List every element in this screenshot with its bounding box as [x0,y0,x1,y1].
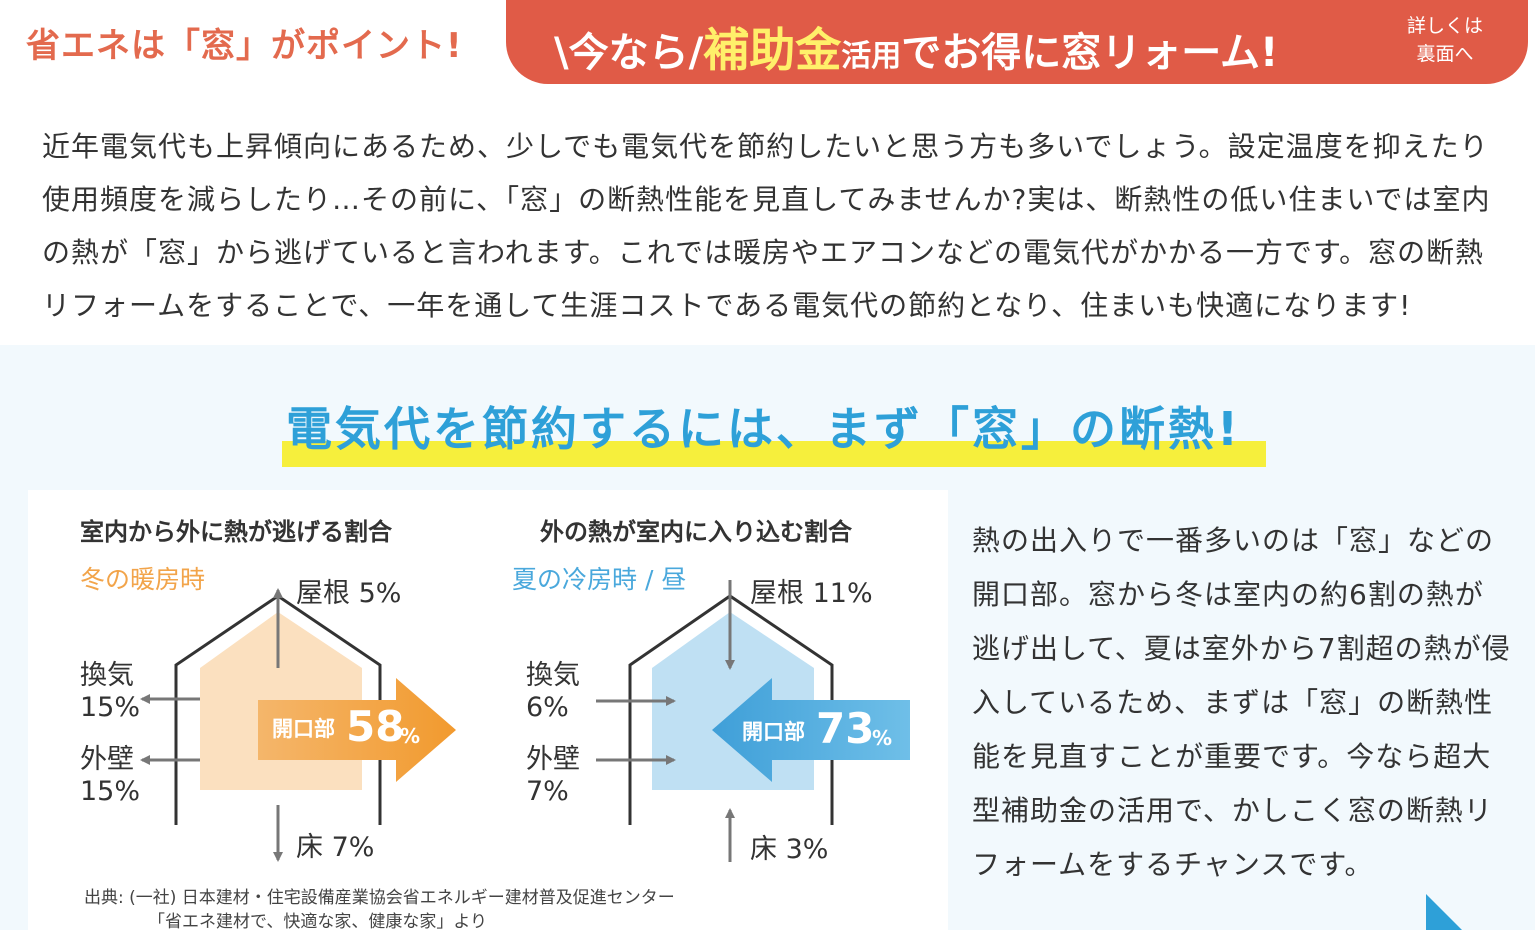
winter-roof-value: 屋根 5% [296,578,402,609]
winter-season-label: 冬の暖房時 [80,565,206,594]
banner-highlight: 補助金 [703,23,842,77]
intro-paragraph: 近年電気代も上昇傾向にあるため、少しでも電気代を節約したいと思う方も多いでしょう… [42,130,1491,322]
winter-wall-label: 外壁 [80,744,134,775]
summer-chart-title: 外の熱が室内に入り込む割合 [540,518,852,546]
winter-vent-label: 換気 [80,660,134,691]
headline-highlight [282,441,1266,467]
winter-chart-title: 室内から外に熱が逃げる割合 [80,518,392,546]
winter-opening-label: 開口部 [272,717,335,741]
summer-opening-arrow [712,678,910,782]
summer-roof-value: 屋根 11% [750,578,873,609]
banner-text: \今なら/補助金活用でお得に窓リォーム! [554,14,1278,80]
banner-small: 活用 [841,39,902,74]
winter-opening-value: 58 [346,702,405,751]
subsidy-banner[interactable]: \今なら/補助金活用でお得に窓リォーム! 詳しくは 裏面へ [506,0,1528,84]
winter-floor-value: 床 7% [296,832,375,863]
corner-triangle-decoration [1426,894,1462,930]
source-citation: 出典: (一社) 日本建材・住宅設備産業協会省エネルギー建材普及促進センター [84,888,675,908]
summer-wall-value: 7% [526,776,569,807]
summer-opening-unit: % [872,726,893,750]
banner-side-line2: 裏面へ [1416,43,1474,65]
winter-wall-value: 15% [80,776,141,807]
banner-prefix: \今なら/ [554,30,704,76]
side-explanation: 熱の出入りで一番多いのは「窓」などの開口部。窓から冬は室内の約6割の熱が逃げ出し… [972,524,1511,881]
section-headline: 電気代を節約するには、まず「窓」の断熱! [286,402,1241,456]
summer-season-label: 夏の冷房時 / 昼 [512,565,687,594]
banner-side-line1: 詳しくは [1406,15,1483,37]
summer-floor-value: 床 3% [750,834,829,865]
source-publication: 「省エネ建材で、快適な家、健康な家」より [148,912,487,930]
winter-opening-unit: % [400,724,421,748]
winter-opening-arrow [258,678,456,782]
banner-suffix: でお得に窓リォーム! [901,30,1279,76]
summer-opening-value: 73 [816,704,875,753]
winter-vent-value: 15% [80,692,141,723]
summer-vent-value: 6% [526,692,569,723]
page-title: 省エネは「窓」がポイント! [26,26,463,66]
summer-wall-label: 外壁 [526,744,580,775]
summer-opening-label: 開口部 [742,720,805,744]
banner-see-back[interactable]: 詳しくは 裏面へ [1390,12,1500,68]
summer-vent-label: 換気 [526,660,580,691]
